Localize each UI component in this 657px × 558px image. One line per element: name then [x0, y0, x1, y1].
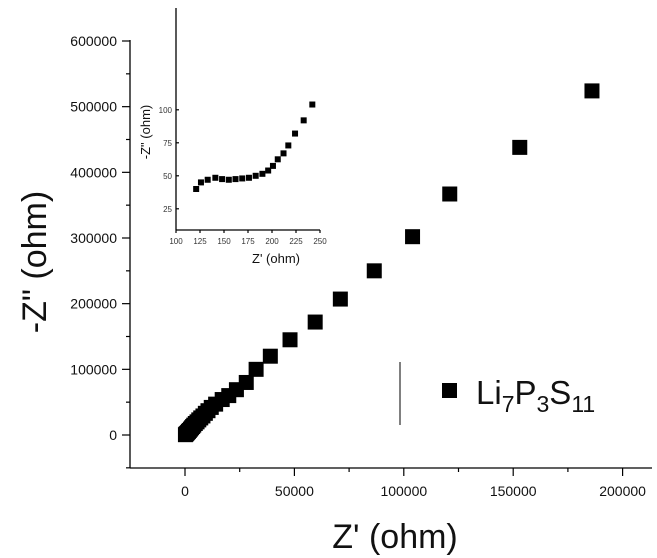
data-point: [239, 375, 254, 390]
inset-plot: 100 125 150 175 200 225 250 25 50 75 100 Z' (ohm)…: [138, 6, 336, 266]
x-tick-label: 200000: [599, 483, 646, 499]
inset-data-point: [301, 117, 307, 123]
inset-data-point: [292, 131, 298, 137]
y-tick-label: 300000: [70, 230, 117, 246]
main-x-ticks: 0 50000 100000 150000 200000: [181, 468, 646, 499]
x-tick-label: 0: [181, 483, 189, 499]
legend-label: Li7P3S11: [476, 374, 595, 417]
inset-data-point: [270, 163, 276, 169]
data-point: [367, 263, 382, 278]
data-point: [405, 229, 420, 244]
inset-x-axis-title: Z' (ohm): [252, 251, 300, 266]
data-point: [308, 315, 323, 330]
inset-data-point: [193, 186, 199, 192]
inset-x-tick-label: 250: [313, 237, 327, 246]
y-tick-label: 100000: [70, 361, 117, 377]
inset-data-point: [246, 175, 252, 181]
inset-data-point: [219, 176, 225, 182]
main-axes: 0 50000 100000 150000 200000 0 100000 200000 30…: [70, 33, 652, 499]
data-point: [584, 83, 599, 98]
inset-x-tick-label: 225: [289, 237, 303, 246]
inset-y-tick-label: 100: [159, 106, 173, 115]
y-tick-label: 600000: [70, 33, 117, 49]
inset-y-tick-label: 25: [163, 205, 172, 214]
y-tick-label: 500000: [70, 99, 117, 115]
y-tick-label: 200000: [70, 296, 117, 312]
inset-y-tick-label: 50: [163, 172, 172, 181]
inset-x-tick-label: 150: [217, 237, 231, 246]
inset-x-tick-label: 200: [265, 237, 279, 246]
inset-background: [176, 6, 336, 236]
main-y-axis-title: -Z" (ohm): [16, 191, 54, 333]
main-y-ticks: 0 100000 200000 300000 400000 500000 600000: [70, 33, 130, 468]
inset-data-point: [309, 102, 315, 108]
inset-x-tick-label: 175: [241, 237, 255, 246]
inset-data-point: [205, 177, 211, 183]
inset-data-point: [233, 176, 239, 182]
data-point: [263, 349, 278, 364]
x-tick-label: 100000: [380, 483, 427, 499]
data-point: [442, 187, 457, 202]
legend-marker: [442, 383, 457, 398]
x-tick-label: 50000: [275, 483, 314, 499]
inset-data-point: [281, 150, 287, 156]
y-tick-label: 400000: [70, 164, 117, 180]
inset-x-tick-label: 125: [193, 237, 207, 246]
inset-data-point: [285, 142, 291, 148]
legend: Li7P3S11: [400, 362, 595, 425]
inset-data-point: [259, 171, 265, 177]
x-tick-label: 150000: [490, 483, 537, 499]
inset-data-point: [226, 177, 232, 183]
inset-y-axis-title: -Z" (ohm): [138, 105, 153, 159]
data-point: [512, 140, 527, 155]
y-tick-label: 0: [109, 427, 117, 443]
inset-data-point: [253, 173, 259, 179]
inset-data-point: [198, 179, 204, 185]
inset-y-tick-label: 75: [163, 139, 172, 148]
data-point: [333, 292, 348, 307]
inset-x-tick-label: 100: [169, 237, 183, 246]
data-point: [249, 362, 264, 377]
data-point: [283, 332, 298, 347]
inset-data-point: [275, 156, 281, 162]
inset-data-point: [239, 175, 245, 181]
main-x-axis-title: Z' (ohm): [332, 518, 458, 556]
inset-data-point: [212, 175, 218, 181]
